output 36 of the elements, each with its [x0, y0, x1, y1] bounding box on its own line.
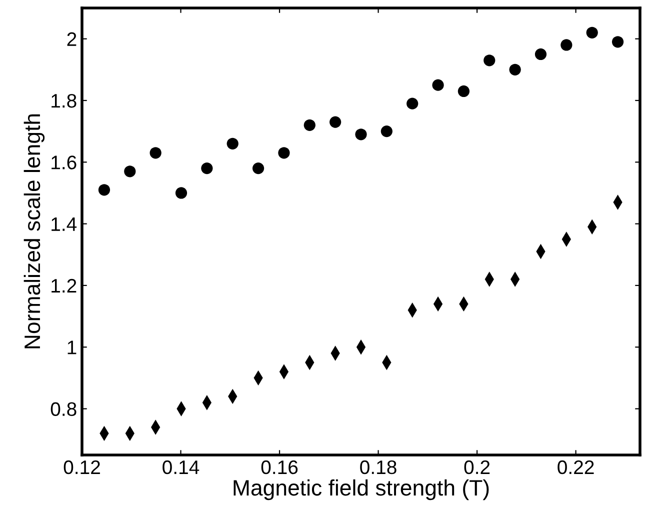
y-tick-label: 1	[68, 340, 76, 354]
x-tick-label: 0.2	[464, 460, 490, 474]
x-axis-title: Magnetic field strength (T)	[234, 479, 489, 500]
point	[278, 147, 290, 159]
y-axis-title: Normalized scale length	[24, 114, 45, 348]
point	[432, 79, 444, 91]
point	[226, 138, 238, 150]
y-tick-label: 0.8	[50, 402, 76, 416]
point	[406, 98, 418, 110]
point	[201, 162, 213, 174]
x-tick-label: 0.14	[162, 460, 200, 474]
point	[124, 166, 136, 178]
point	[175, 187, 188, 199]
point	[380, 126, 392, 138]
point	[304, 119, 316, 131]
point	[458, 85, 470, 98]
point	[534, 48, 547, 60]
point	[560, 39, 572, 51]
point	[586, 26, 598, 38]
point	[355, 128, 367, 140]
y-tick-label: 1.6	[52, 156, 76, 170]
x-tick-label: 0.12	[64, 460, 100, 474]
y-tick-label: 1.8	[52, 94, 76, 108]
x-tick-label: 0.22	[558, 460, 594, 474]
y-tick-label: 1.2	[52, 278, 76, 292]
point	[330, 116, 342, 128]
point	[98, 184, 110, 196]
point	[150, 147, 162, 159]
point	[252, 162, 264, 174]
point	[612, 36, 624, 48]
x-tick-label: 0.16	[261, 460, 298, 474]
x-tick-label: 0.18	[360, 460, 396, 474]
y-tick-label: 1.4	[52, 217, 77, 231]
point	[484, 54, 496, 66]
point	[509, 64, 521, 76]
y-tick-label: 2	[67, 32, 76, 46]
